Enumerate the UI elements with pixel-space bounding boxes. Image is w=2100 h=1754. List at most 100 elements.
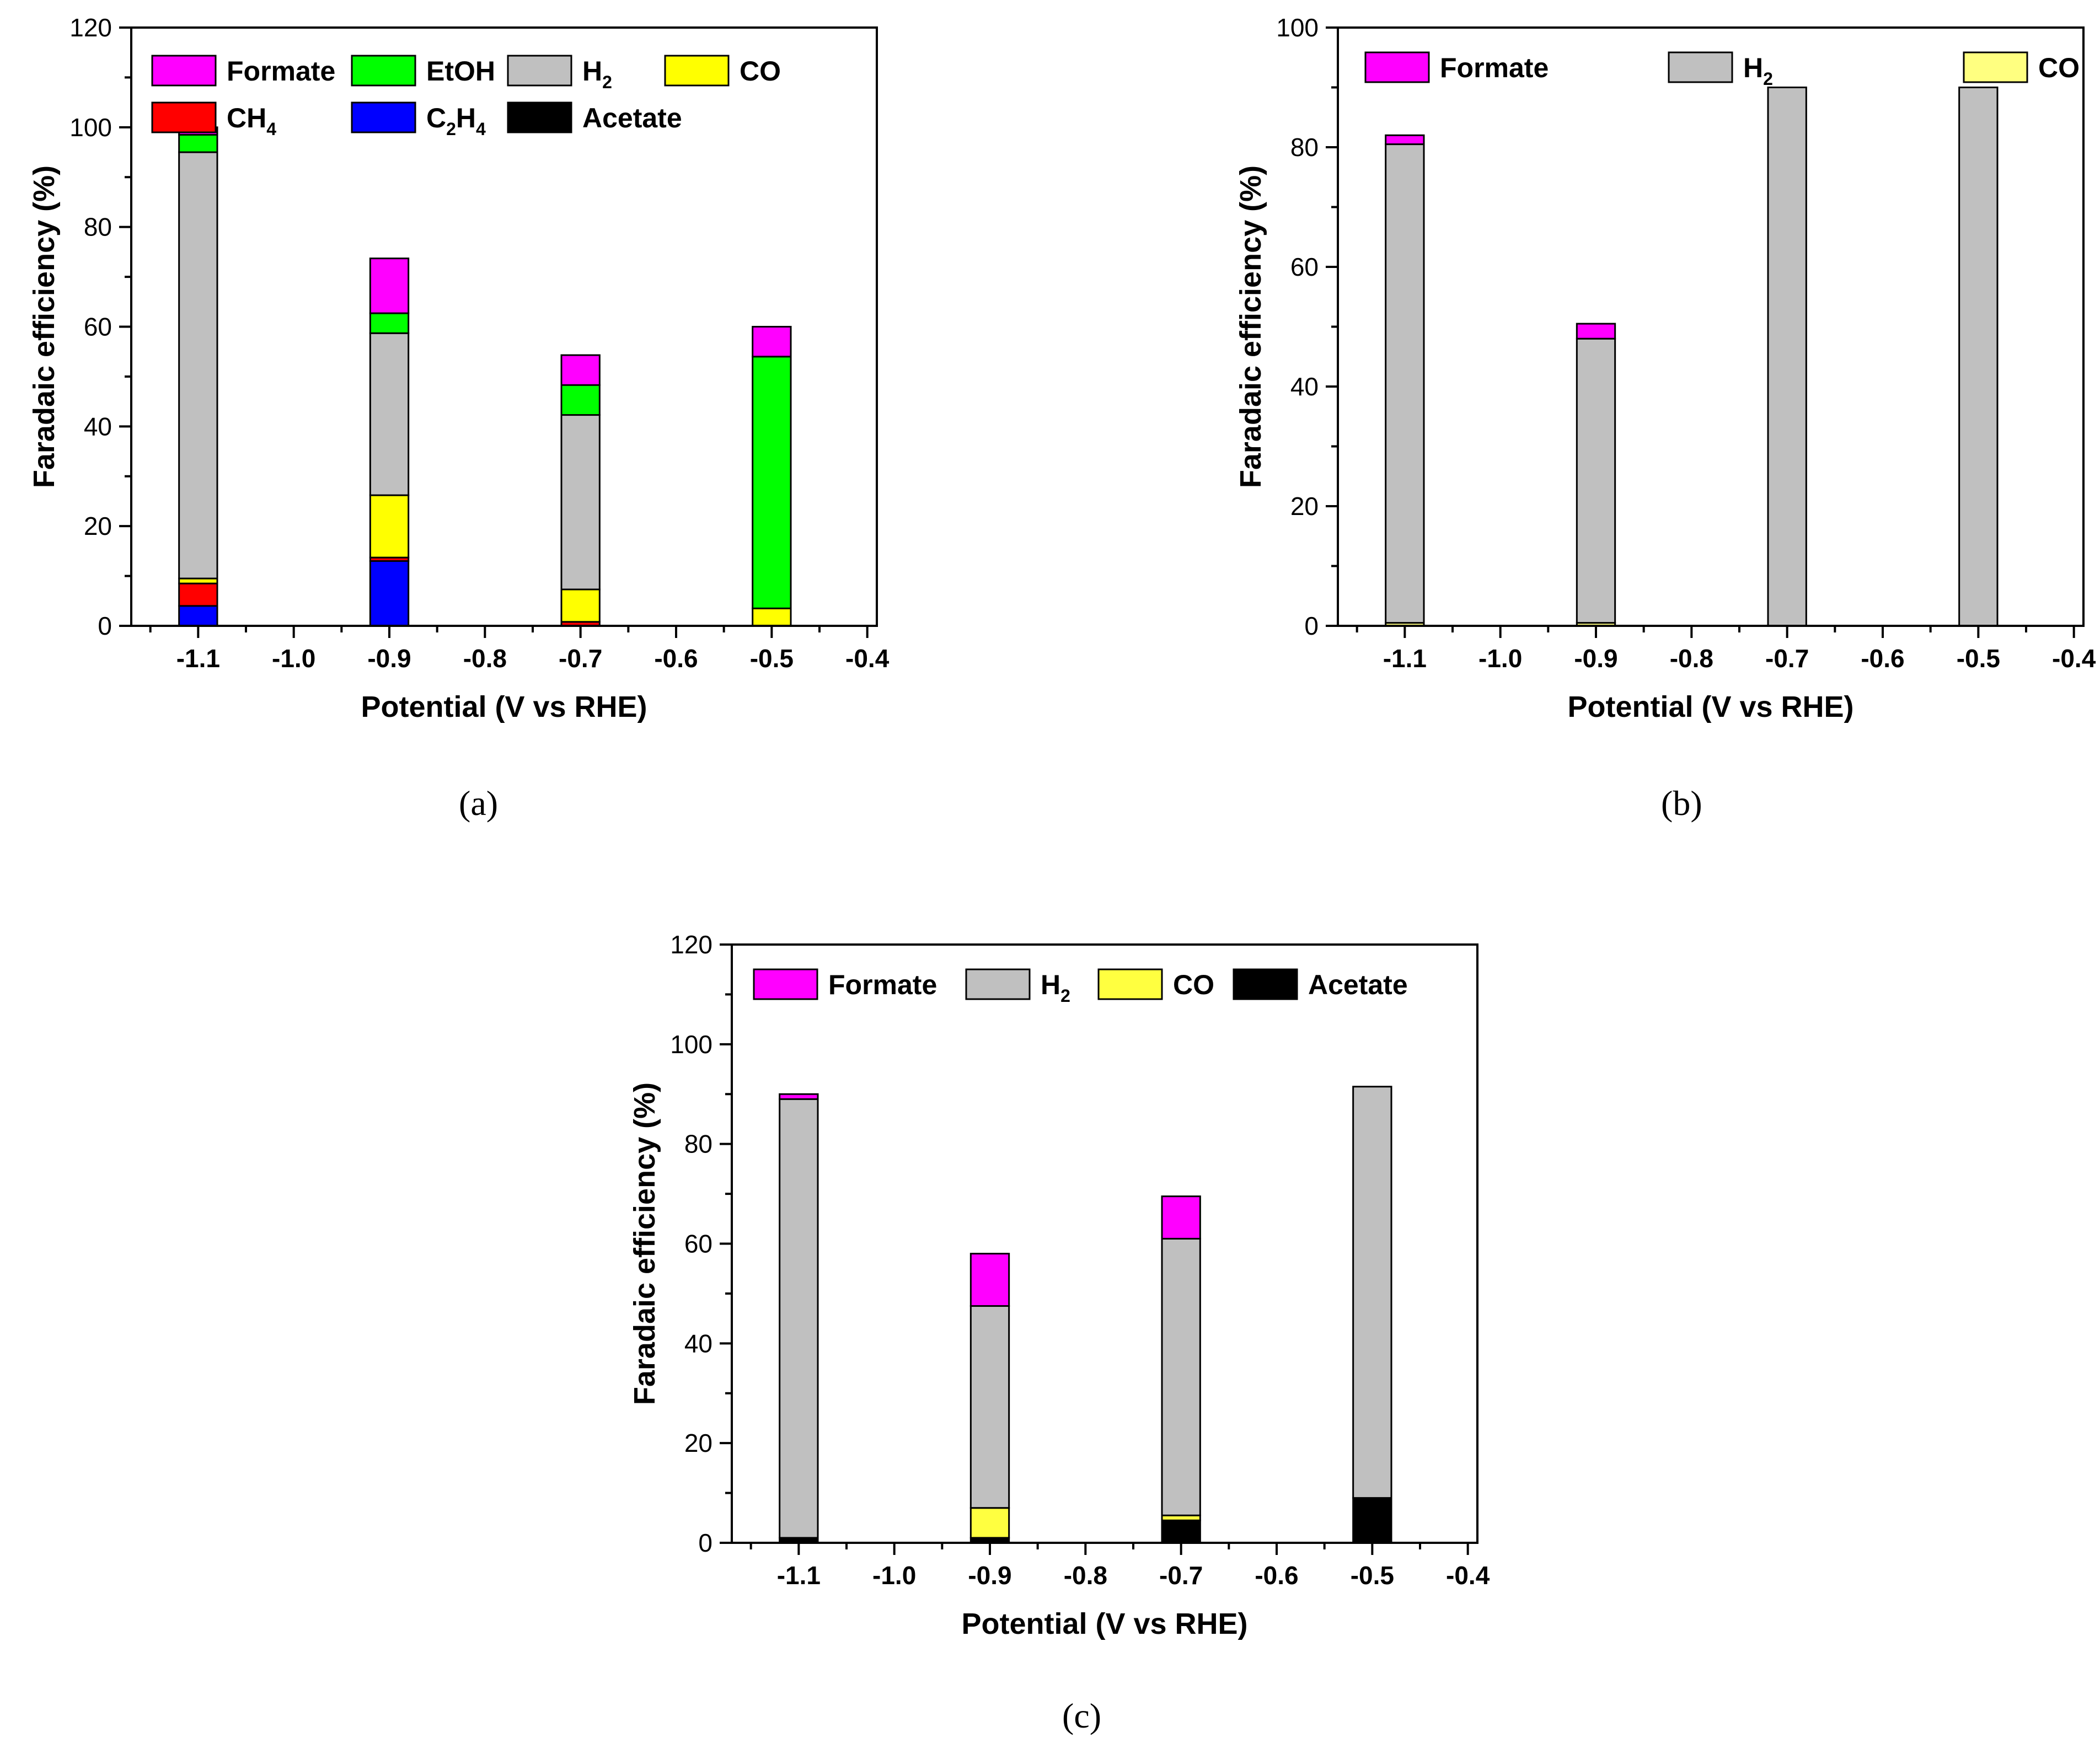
legend-label-a-etoh: EtOH — [426, 56, 495, 87]
legend-swatch-a-ch4 — [151, 101, 217, 133]
bar-a-h2-0 — [178, 151, 218, 580]
legend-swatch-a-c2h4 — [351, 101, 416, 133]
legend-label-a-formate: Formate — [227, 56, 335, 87]
bar-a-etoh-1 — [369, 312, 410, 334]
legend-swatch-a-formate — [151, 55, 217, 87]
legend-subscript-c-h2: 2 — [1060, 986, 1070, 1006]
bar-b-formate-1 — [1576, 323, 1616, 340]
x-tick-label-b-0: -1.1 — [1383, 644, 1427, 673]
bar-c-co-1 — [969, 1507, 1010, 1539]
x-tick-label-b-1: -1.0 — [1478, 644, 1522, 673]
bar-b-h2-1 — [1576, 337, 1616, 624]
y-tick-label-c-5: 100 — [670, 1030, 712, 1059]
legend-text-a-c2h4: C — [426, 103, 446, 133]
bar-c-h2-1 — [969, 1305, 1010, 1509]
bar-a-h2-2 — [560, 414, 601, 591]
legend-swatch-c-formate — [753, 968, 818, 1000]
legend-label-a-h2: H2 — [582, 56, 612, 92]
bar-b-h2-0 — [1385, 143, 1425, 624]
legend-label-a-c2h4: C2H4 — [426, 103, 486, 139]
x-tick-label-b-6: -0.5 — [1957, 644, 2000, 673]
y-tick-label-b-0: 0 — [1304, 612, 1319, 640]
bar-a-co-2 — [560, 588, 601, 623]
y-tick-label-a-1: 20 — [84, 512, 112, 540]
bar-a-formate-1 — [369, 258, 410, 314]
legend-label-c-h2: H2 — [1041, 969, 1070, 1006]
y-tick-label-a-6: 120 — [69, 13, 112, 42]
x-axis-title-b: Potential (V vs RHE) — [1567, 690, 1853, 723]
y-tick-label-a-5: 100 — [69, 113, 112, 142]
y-tick-label-a-0: 0 — [98, 612, 112, 640]
bar-a-etoh-0 — [178, 133, 218, 153]
legend-text-a-etoh: EtOH — [426, 56, 495, 87]
bars-c — [779, 1086, 1392, 1544]
x-tick-label-c-3: -0.8 — [1064, 1561, 1107, 1590]
y-axis-b: 0 20 40 60 80 100 — [1276, 13, 1338, 640]
legend-swatch-c-h2 — [965, 968, 1031, 1000]
x-tick-label-a-1: -1.0 — [272, 644, 315, 673]
x-tick-label-c-1: -1.0 — [872, 1561, 916, 1590]
legend-text-c-co: CO — [1173, 969, 1214, 1000]
y-tick-label-c-2: 40 — [684, 1329, 712, 1358]
legend-subscript-a-c2h4-2: 4 — [476, 119, 486, 139]
legend-b: Formate H2 CO — [1364, 51, 2080, 89]
panel-label-a: (a) — [459, 784, 499, 823]
legend-c: Formate H2 CO Acetate — [753, 968, 1408, 1006]
x-tick-label-a-5: -0.6 — [654, 644, 698, 673]
legend-subscript-a-h2: 2 — [602, 72, 612, 92]
y-tick-label-b-4: 80 — [1290, 133, 1319, 162]
bar-c-acetate-3 — [1352, 1497, 1392, 1544]
y-tick-label-c-6: 120 — [670, 930, 712, 959]
bar-a-formate-2 — [560, 354, 601, 386]
y-tick-label-b-1: 20 — [1290, 492, 1319, 521]
x-axis-title-a: Potential (V vs RHE) — [361, 690, 647, 723]
legend-swatch-c-co — [1097, 968, 1163, 1000]
bar-a-c2h4-0 — [178, 605, 218, 627]
legend-label-c-co: CO — [1173, 969, 1214, 1000]
chart-panel-b: 0 20 40 60 80 100 -1.1 -1.0 -0.9 -0.8 -0.7 -0.6 -0.5… — [1234, 13, 2096, 723]
bar-a-formate-3 — [752, 326, 792, 358]
legend-swatch-a-acetate — [507, 101, 572, 133]
x-tick-label-c-6: -0.5 — [1351, 1561, 1394, 1590]
bar-a-ch4-0 — [178, 582, 218, 607]
legend-swatch-a-h2 — [507, 55, 572, 87]
bar-a-etoh-3 — [752, 356, 792, 609]
y-tick-label-a-4: 80 — [84, 213, 112, 242]
x-axis-b: -1.1 -1.0 -0.9 -0.8 -0.7 -0.6 -0.5 -0.4 — [1356, 626, 2096, 673]
legend-swatch-b-h2 — [1668, 51, 1733, 83]
x-tick-label-c-7: -0.4 — [1446, 1561, 1490, 1590]
bar-a-etoh-2 — [560, 384, 601, 416]
legend-text-a-co: CO — [740, 56, 781, 87]
y-tick-label-b-2: 40 — [1290, 372, 1319, 401]
bars-a — [178, 126, 792, 627]
legend-label-a-acetate: Acetate — [582, 103, 682, 133]
x-tick-label-b-4: -0.7 — [1765, 644, 1809, 673]
bar-b-h2-2 — [1767, 87, 1807, 627]
bar-b-formate-0 — [1385, 134, 1425, 146]
y-axis-c: 0 20 40 60 80 100 120 — [670, 930, 732, 1557]
x-tick-label-c-5: -0.6 — [1255, 1561, 1298, 1590]
legend-label-b-formate: Formate — [1440, 52, 1549, 83]
x-tick-label-a-3: -0.8 — [463, 644, 507, 673]
legend-text-b-formate: Formate — [1440, 52, 1549, 83]
x-tick-label-b-7: -0.4 — [2052, 644, 2096, 673]
legend-text-c-acetate: Acetate — [1308, 969, 1408, 1000]
legend-text-a-c2h4-h: H — [456, 103, 476, 133]
bar-c-h2-3 — [1352, 1086, 1392, 1499]
bar-c-acetate-2 — [1161, 1519, 1201, 1544]
bar-b-h2-3 — [1958, 87, 1999, 627]
legend-swatch-a-etoh — [351, 55, 416, 87]
legend-swatch-b-formate — [1364, 51, 1430, 83]
legend-label-c-acetate: Acetate — [1308, 969, 1408, 1000]
legend-label-b-co: CO — [2038, 52, 2080, 83]
legend-subscript-a-ch4: 4 — [266, 119, 276, 139]
x-axis-a: -1.1 -1.0 -0.9 -0.8 -0.7 -0.6 -0.5 -0.4 — [149, 626, 890, 673]
x-tick-label-b-2: -0.9 — [1574, 644, 1617, 673]
x-tick-label-c-2: -0.9 — [968, 1561, 1011, 1590]
x-tick-label-c-4: -0.7 — [1159, 1561, 1203, 1590]
legend-label-a-co: CO — [740, 56, 781, 87]
legend-label-a-ch4: CH4 — [227, 103, 276, 139]
